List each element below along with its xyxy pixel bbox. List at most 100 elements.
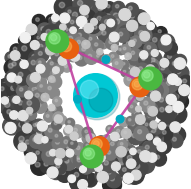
Circle shape: [18, 143, 26, 151]
Circle shape: [36, 151, 39, 154]
Circle shape: [49, 75, 62, 89]
Circle shape: [52, 19, 56, 23]
Circle shape: [30, 77, 33, 81]
Circle shape: [126, 42, 130, 46]
Circle shape: [145, 145, 149, 149]
Circle shape: [29, 134, 43, 148]
Circle shape: [42, 147, 59, 165]
Circle shape: [130, 61, 141, 72]
Circle shape: [144, 50, 162, 68]
Circle shape: [145, 23, 157, 35]
Circle shape: [123, 70, 126, 73]
Circle shape: [74, 95, 81, 103]
Circle shape: [148, 98, 158, 107]
Circle shape: [87, 176, 91, 180]
Circle shape: [34, 134, 43, 143]
Circle shape: [69, 174, 73, 177]
Circle shape: [177, 98, 181, 102]
Circle shape: [109, 32, 119, 42]
Circle shape: [38, 147, 52, 161]
Circle shape: [131, 170, 141, 180]
Circle shape: [55, 134, 58, 137]
Circle shape: [111, 132, 119, 141]
Circle shape: [173, 110, 178, 115]
Circle shape: [83, 20, 98, 35]
Circle shape: [28, 33, 31, 36]
Circle shape: [14, 68, 31, 85]
Circle shape: [146, 65, 155, 74]
Circle shape: [174, 102, 177, 105]
Circle shape: [131, 97, 134, 100]
Circle shape: [21, 115, 36, 130]
Circle shape: [17, 41, 36, 60]
Circle shape: [98, 6, 103, 11]
Circle shape: [148, 67, 151, 70]
Circle shape: [73, 154, 88, 169]
Circle shape: [135, 118, 144, 127]
Circle shape: [84, 154, 101, 171]
Circle shape: [25, 91, 32, 99]
Circle shape: [128, 48, 141, 60]
Circle shape: [95, 43, 98, 46]
Circle shape: [7, 110, 11, 114]
Circle shape: [102, 142, 109, 149]
Circle shape: [42, 129, 55, 141]
Circle shape: [174, 131, 178, 135]
Circle shape: [10, 74, 15, 79]
Circle shape: [148, 153, 157, 162]
Circle shape: [172, 100, 182, 110]
Circle shape: [120, 60, 129, 69]
Circle shape: [29, 147, 34, 152]
Circle shape: [78, 44, 92, 57]
Circle shape: [99, 39, 108, 49]
Circle shape: [159, 98, 163, 102]
Circle shape: [10, 44, 23, 57]
Circle shape: [68, 36, 73, 41]
Circle shape: [44, 42, 57, 55]
Circle shape: [50, 77, 52, 79]
Circle shape: [160, 107, 164, 112]
Circle shape: [150, 121, 157, 128]
Circle shape: [22, 46, 27, 51]
Circle shape: [132, 79, 143, 90]
Circle shape: [61, 155, 76, 170]
Circle shape: [45, 125, 58, 139]
Circle shape: [89, 137, 109, 156]
Circle shape: [183, 79, 187, 83]
Circle shape: [36, 122, 39, 126]
Circle shape: [147, 76, 151, 79]
Circle shape: [135, 79, 143, 86]
Circle shape: [40, 139, 45, 144]
Circle shape: [27, 74, 39, 87]
Circle shape: [83, 164, 87, 168]
Circle shape: [42, 137, 48, 143]
Circle shape: [122, 168, 126, 171]
Circle shape: [155, 137, 171, 154]
Circle shape: [59, 39, 79, 59]
Circle shape: [138, 67, 143, 71]
Circle shape: [35, 64, 47, 76]
Circle shape: [77, 16, 87, 27]
Circle shape: [80, 161, 93, 174]
Circle shape: [58, 56, 67, 65]
Circle shape: [168, 74, 178, 84]
Circle shape: [61, 41, 72, 52]
Circle shape: [145, 123, 148, 126]
Circle shape: [15, 119, 30, 134]
Circle shape: [60, 13, 70, 23]
Circle shape: [137, 85, 140, 88]
Circle shape: [126, 116, 135, 125]
Circle shape: [140, 97, 155, 112]
Circle shape: [47, 59, 59, 70]
Circle shape: [145, 73, 156, 84]
Circle shape: [147, 22, 154, 30]
Circle shape: [52, 160, 66, 174]
Circle shape: [37, 36, 40, 39]
Circle shape: [132, 10, 148, 26]
Circle shape: [106, 37, 118, 50]
Circle shape: [140, 31, 150, 41]
Circle shape: [164, 69, 177, 82]
Circle shape: [109, 141, 125, 157]
Circle shape: [121, 120, 124, 122]
Circle shape: [76, 146, 80, 149]
